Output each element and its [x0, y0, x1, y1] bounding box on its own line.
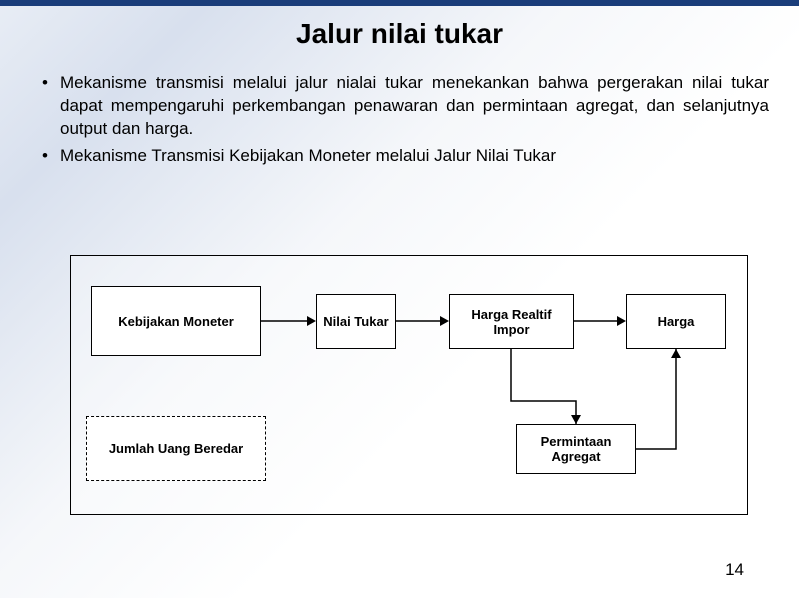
page-number: 14	[725, 560, 744, 580]
bullet-list: • Mekanisme transmisi melalui jalur nial…	[30, 72, 769, 168]
bullet-text: Mekanisme transmisi melalui jalur nialai…	[60, 72, 769, 141]
bullet-marker: •	[30, 72, 60, 141]
flowchart-node: Harga	[626, 294, 726, 349]
bullet-item: • Mekanisme transmisi melalui jalur nial…	[30, 72, 769, 141]
flowchart-node: Kebijakan Moneter	[91, 286, 261, 356]
flowchart-node: Nilai Tukar	[316, 294, 396, 349]
bullet-item: • Mekanisme Transmisi Kebijakan Moneter …	[30, 145, 769, 168]
bullet-text: Mekanisme Transmisi Kebijakan Moneter me…	[60, 145, 769, 168]
bullet-marker: •	[30, 145, 60, 168]
flowchart-node: Permintaan Agregat	[516, 424, 636, 474]
slide-topbar	[0, 0, 799, 6]
flowchart-container: Kebijakan Moneter Nilai Tukar Harga Realti…	[70, 255, 748, 515]
flowchart-node: Jumlah Uang Beredar	[86, 416, 266, 481]
flowchart-node: Harga Realtif Impor	[449, 294, 574, 349]
slide-title: Jalur nilai tukar	[0, 0, 799, 50]
